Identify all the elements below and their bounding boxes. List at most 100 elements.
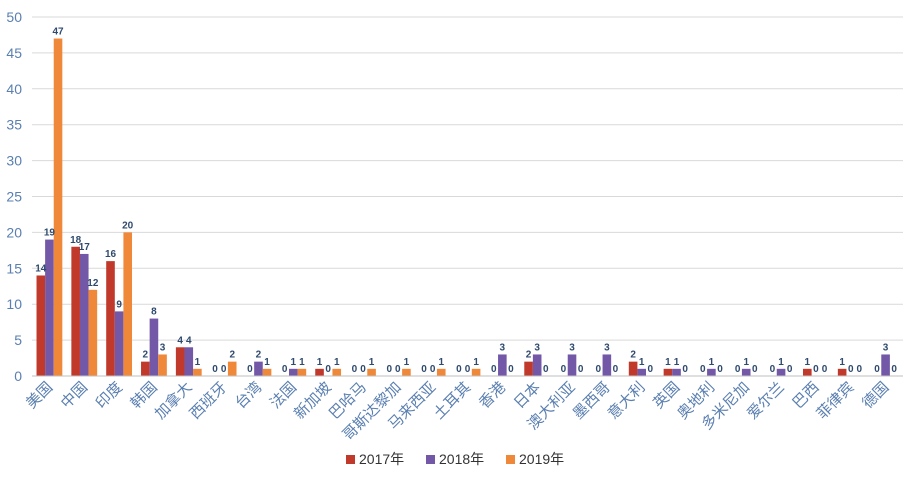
data-label: 47 — [52, 27, 64, 38]
data-label: 0 — [595, 364, 601, 375]
bar — [567, 354, 577, 376]
y-tick-label: 15 — [6, 260, 22, 276]
y-axis: 0 5 10 15 20 25 30 35 40 45 50 — [6, 9, 22, 384]
x-tick-label: 墨西哥 — [569, 378, 614, 423]
bar — [471, 368, 481, 376]
data-label: 0 — [857, 364, 863, 375]
legend-swatch — [346, 455, 355, 464]
data-label: 0 — [874, 364, 880, 375]
x-tick-label: 美国 — [22, 378, 56, 412]
data-label: 0 — [700, 364, 706, 375]
data-label: 8 — [151, 307, 157, 318]
y-tick-label: 5 — [14, 332, 22, 348]
data-label: 4 — [186, 335, 192, 346]
bar — [672, 368, 681, 376]
data-label: 20 — [122, 220, 134, 231]
y-tick-label: 20 — [6, 224, 22, 240]
data-label: 0 — [421, 364, 427, 375]
bar — [53, 38, 63, 376]
data-label: 0 — [848, 364, 854, 375]
data-label: 3 — [604, 342, 610, 353]
data-label: 1 — [674, 357, 680, 368]
data-label: 16 — [105, 249, 117, 260]
y-tick-label: 10 — [6, 296, 22, 312]
y-tick-label: 25 — [6, 189, 22, 205]
bar — [628, 361, 638, 376]
data-label: 9 — [116, 299, 122, 310]
bar — [297, 368, 307, 376]
bar — [707, 368, 716, 376]
data-label: 0 — [247, 364, 253, 375]
bar — [837, 368, 847, 376]
bar — [332, 368, 342, 376]
bar — [881, 354, 890, 376]
data-label: 14 — [35, 263, 47, 274]
bar — [776, 368, 786, 376]
data-label: 1 — [805, 357, 811, 368]
bar — [532, 354, 542, 376]
bar — [36, 275, 46, 376]
bar — [524, 361, 533, 376]
legend-label: 2019年 — [519, 451, 564, 467]
bar — [158, 354, 167, 376]
data-label: 2 — [256, 350, 262, 361]
bar — [184, 347, 194, 376]
y-tick-label: 40 — [6, 81, 22, 97]
data-label: 0 — [386, 364, 392, 375]
bar — [149, 318, 159, 376]
bar — [45, 239, 54, 376]
bar — [141, 361, 150, 376]
data-label: 1 — [639, 357, 645, 368]
data-label: 1 — [299, 357, 305, 368]
bar — [803, 368, 812, 376]
bar — [741, 368, 751, 376]
legend-swatch — [426, 455, 435, 464]
x-tick-label: 加拿大 — [151, 378, 196, 423]
bar — [602, 354, 612, 376]
data-label: 0 — [822, 364, 828, 375]
bar — [193, 368, 202, 376]
data-label: 0 — [813, 364, 819, 375]
data-label: 2 — [630, 350, 636, 361]
data-label: 2 — [229, 350, 235, 361]
bar — [436, 368, 446, 376]
bar — [315, 368, 324, 376]
data-label: 1 — [195, 357, 201, 368]
data-label: 19 — [44, 228, 56, 239]
data-label: 1 — [438, 357, 444, 368]
legend-swatch — [506, 455, 515, 464]
data-label: 3 — [883, 342, 889, 353]
data-label: 3 — [160, 342, 166, 353]
data-label: 0 — [325, 364, 331, 375]
data-label: 1 — [264, 357, 270, 368]
data-label: 1 — [743, 357, 749, 368]
bar — [88, 289, 98, 376]
data-label: 0 — [717, 364, 723, 375]
bar — [637, 368, 646, 376]
data-label: 1 — [369, 357, 375, 368]
data-label: 17 — [79, 242, 91, 253]
y-tick-label: 45 — [6, 45, 22, 61]
x-tick-label: 印度 — [92, 378, 126, 412]
data-label: 0 — [770, 364, 776, 375]
data-label: 0 — [221, 364, 227, 375]
legend-label: 2018年 — [439, 451, 484, 467]
x-tick-label: 爱尔兰 — [743, 378, 788, 423]
bar — [71, 246, 80, 376]
data-label: 0 — [212, 364, 218, 375]
x-tick-label: 香港 — [475, 378, 509, 412]
data-label: 1 — [709, 357, 715, 368]
data-label: 1 — [778, 357, 784, 368]
data-label: 0 — [543, 364, 549, 375]
data-label: 3 — [569, 342, 575, 353]
data-label: 0 — [648, 364, 654, 375]
x-tick-label: 菲律宾 — [813, 378, 858, 423]
data-label: 1 — [317, 357, 323, 368]
data-label: 1 — [291, 357, 297, 368]
bar — [114, 311, 124, 376]
data-label: 0 — [787, 364, 793, 375]
bar — [106, 261, 115, 376]
data-label: 3 — [534, 342, 540, 353]
